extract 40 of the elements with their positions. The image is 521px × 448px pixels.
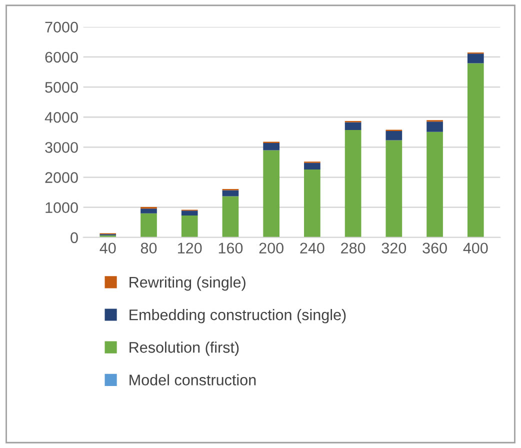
legend-label: Rewriting (single) — [130, 276, 246, 291]
bar — [304, 169, 320, 238]
bar — [304, 162, 320, 170]
y-tick-label: 7000 — [45, 22, 78, 33]
bar — [181, 215, 198, 238]
y-tick-label: 6000 — [45, 52, 78, 63]
x-tick-label: 320 — [382, 242, 406, 254]
y-tick-label: 1000 — [46, 202, 78, 214]
bar — [263, 142, 280, 150]
x-tick-label: 120 — [178, 242, 202, 254]
bar — [467, 54, 484, 64]
bar — [426, 122, 443, 132]
bar — [140, 208, 157, 214]
bar — [263, 150, 280, 238]
legend-label: Resolution (first) — [130, 342, 239, 356]
y-tick-label: 5000 — [45, 82, 78, 93]
bar — [222, 190, 239, 196]
x-tick-label: 40 — [100, 242, 116, 254]
legend-label: Embedding construction (single) — [130, 309, 346, 324]
y-tick-label: 3000 — [45, 142, 78, 153]
x-tick-label: 360 — [422, 242, 447, 254]
x-tick-label: 200 — [259, 242, 284, 254]
y-tick-label: 2000 — [45, 172, 78, 183]
bar — [344, 130, 362, 238]
bar — [386, 130, 402, 140]
x-tick-label: 400 — [463, 242, 488, 254]
legend-label: Model construction — [130, 374, 256, 386]
bar — [222, 196, 239, 238]
bar — [140, 213, 157, 238]
x-tick-label: 160 — [218, 242, 243, 254]
bar — [181, 210, 198, 216]
x-tick-label: 280 — [341, 242, 366, 254]
bar — [426, 132, 443, 238]
y-tick-label: 4000 — [44, 112, 78, 123]
y-tick-label: 0 — [70, 232, 78, 244]
bar — [386, 140, 402, 238]
bar — [344, 122, 362, 130]
x-tick-label: 240 — [300, 242, 324, 254]
bar — [467, 63, 484, 238]
x-tick-label: 80 — [140, 242, 157, 254]
